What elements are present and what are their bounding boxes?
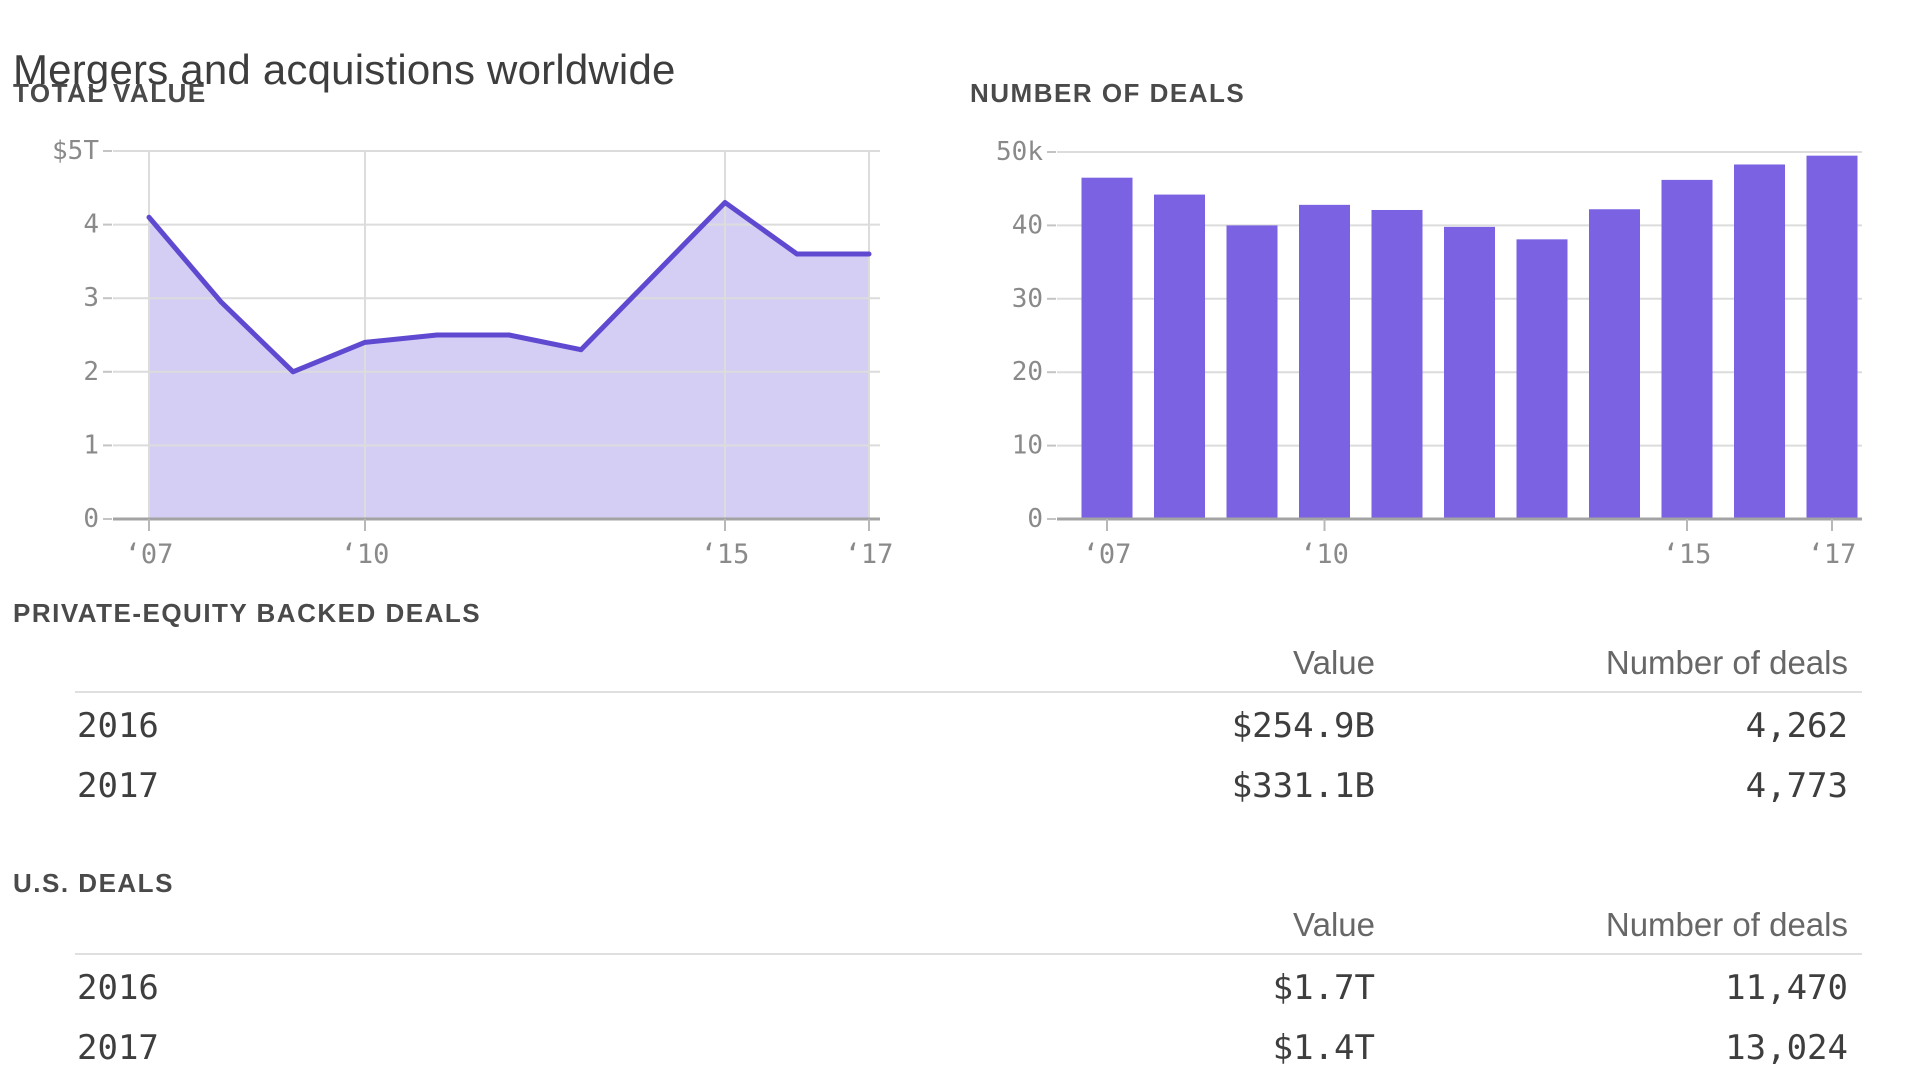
y-axis-label: 4: [83, 210, 99, 240]
column-header-number-of-deals: Number of deals: [1605, 644, 1848, 681]
area-fill: [149, 202, 869, 519]
year-cell: 2017: [77, 1028, 159, 1068]
deals-cell: 4,773: [1745, 766, 1848, 806]
bar: [1589, 209, 1640, 519]
table-title-us-deals: U.S. DEALS: [13, 868, 174, 898]
x-axis-label: ‘07: [1083, 539, 1132, 570]
year-cell: 2017: [77, 766, 159, 806]
bar: [1299, 204, 1350, 519]
x-axis-label: ‘15: [701, 539, 750, 570]
number-of-deals-bar-chart: 0 10 20 30 40 50k ‘07 ‘10 ‘15 ‘17: [996, 137, 1862, 570]
y-axis-label: 3: [83, 283, 99, 313]
year-cell: 2016: [77, 706, 159, 746]
bar: [1226, 225, 1278, 519]
x-axis-label: ‘07: [125, 539, 174, 570]
chart-title-number-of-deals: NUMBER OF DEALS: [970, 78, 1246, 108]
bar: [1734, 164, 1785, 519]
y-axis-label: 30: [1012, 284, 1043, 314]
table-title-private-equity: PRIVATE-EQUITY BACKED DEALS: [13, 598, 482, 628]
value-cell: $331.1B: [1231, 766, 1375, 806]
y-axis-label: 0: [1027, 504, 1043, 534]
y-axis-label: 50k: [996, 137, 1043, 167]
y-axis-label: $5T: [52, 136, 99, 166]
y-axis-label: 20: [1012, 357, 1043, 387]
deals-cell: 13,024: [1725, 1028, 1848, 1068]
x-axis-label: ‘15: [1663, 539, 1712, 570]
value-cell: $254.9B: [1231, 706, 1375, 746]
bar: [1444, 226, 1495, 520]
y-axis-label: 0: [83, 504, 99, 534]
x-axis-label: ‘17: [1808, 539, 1857, 570]
x-axis-label: ‘10: [1300, 539, 1349, 570]
y-axis-label: 2: [83, 357, 99, 387]
column-header-value: Value: [1293, 644, 1375, 681]
column-header-number-of-deals: Number of deals: [1605, 906, 1848, 943]
table-rule: [75, 691, 1862, 693]
year-cell: 2016: [77, 968, 159, 1008]
chart-title-total-value: TOTAL VALUE: [13, 78, 207, 108]
bar: [1516, 239, 1568, 519]
table-rule: [75, 953, 1862, 955]
value-cell: $1.7T: [1272, 968, 1375, 1008]
bar: [1081, 177, 1133, 519]
deals-cell: 4,262: [1745, 706, 1848, 746]
column-header-value: Value: [1293, 906, 1375, 943]
x-axis-label: ‘10: [341, 539, 390, 570]
value-cell: $1.4T: [1272, 1028, 1375, 1068]
deals-cell: 11,470: [1725, 968, 1848, 1008]
y-axis-label: 1: [83, 430, 99, 460]
value-line: [146, 200, 872, 375]
y-axis-label: 40: [1012, 210, 1043, 240]
bar: [1154, 194, 1205, 519]
bar: [1371, 209, 1423, 519]
page-title: Mergers and acquistions worldwide: [13, 46, 676, 94]
y-axis-label: 10: [1012, 431, 1043, 461]
bar: [1661, 179, 1713, 519]
total-value-area-chart: 0 1 2 3 4 $5T ‘07 ‘10 ‘15 ‘17: [52, 136, 894, 570]
bar: [1806, 155, 1858, 520]
x-axis-label: ‘17: [845, 539, 894, 570]
